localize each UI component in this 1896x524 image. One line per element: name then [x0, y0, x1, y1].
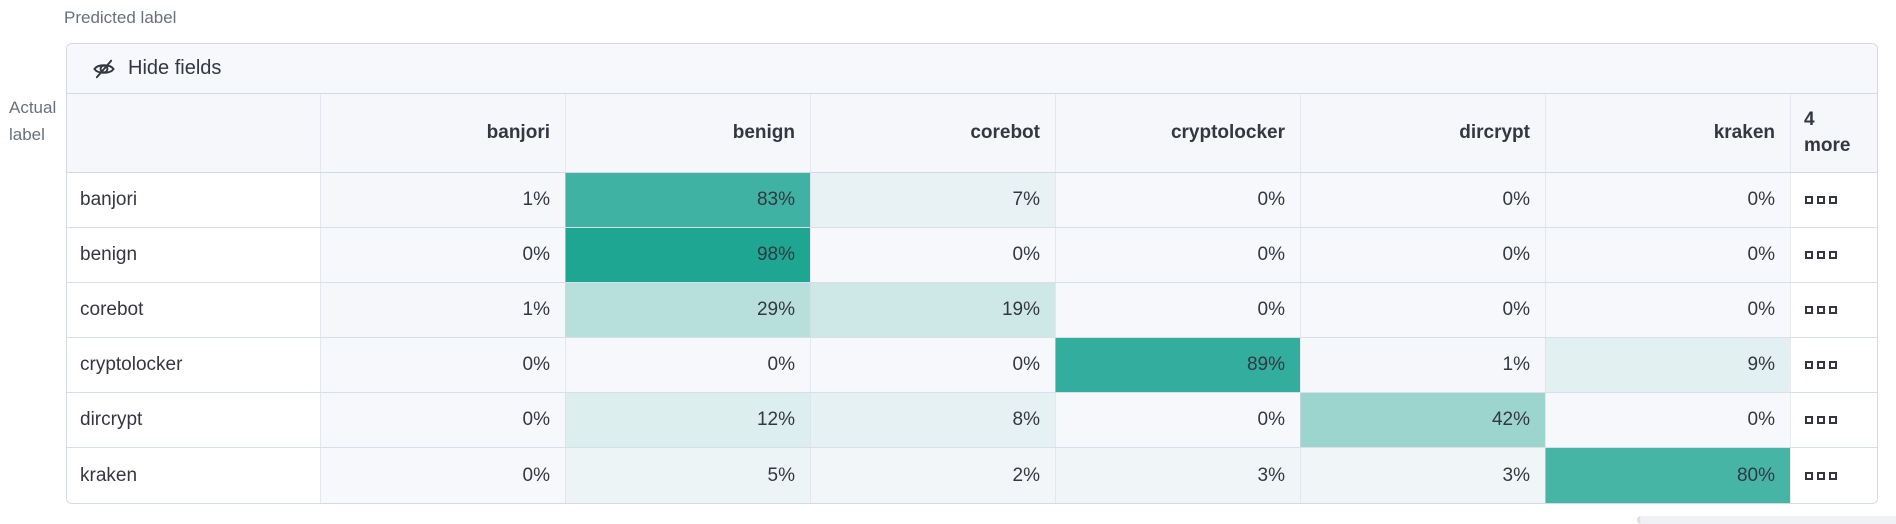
boxes-horizontal-icon: [1817, 251, 1825, 259]
matrix-row-banjori: banjori 1% 83% 7% 0% 0% 0%: [67, 173, 1877, 228]
boxes-horizontal-icon: [1805, 416, 1813, 424]
more-cell-kraken[interactable]: [1790, 448, 1877, 503]
more-cell-corebot[interactable]: [1790, 283, 1877, 337]
matrix-corner-cell: [67, 94, 320, 172]
cell-dircrypt-cryptolocker[interactable]: 0%: [1055, 393, 1300, 447]
cell-cryptolocker-banjori[interactable]: 0%: [320, 338, 565, 392]
confusion-matrix-grid: Hide fields banjori benign corebot cryptolo…: [66, 43, 1878, 504]
matrix-row-benign: benign 0% 98% 0% 0% 0% 0%: [67, 228, 1877, 283]
row-label-benign[interactable]: benign: [67, 228, 320, 282]
boxes-horizontal-icon: [1817, 361, 1825, 369]
row-label-dircrypt[interactable]: dircrypt: [67, 393, 320, 447]
matrix-row-kraken: kraken 0% 5% 2% 3% 3% 80%: [67, 448, 1877, 503]
boxes-horizontal-icon: [1817, 416, 1825, 424]
cell-corebot-corebot[interactable]: 19%: [810, 283, 1055, 337]
cell-dircrypt-benign[interactable]: 12%: [565, 393, 810, 447]
matrix-header-row: banjori benign corebot cryptolocker dircrypt…: [67, 94, 1877, 173]
cell-kraken-cryptolocker[interactable]: 3%: [1055, 448, 1300, 503]
cell-benign-cryptolocker[interactable]: 0%: [1055, 228, 1300, 282]
cell-cryptolocker-kraken[interactable]: 9%: [1545, 338, 1790, 392]
cell-benign-benign[interactable]: 98%: [565, 228, 810, 282]
cell-dircrypt-banjori[interactable]: 0%: [320, 393, 565, 447]
cell-cryptolocker-dircrypt[interactable]: 1%: [1300, 338, 1545, 392]
cell-corebot-kraken[interactable]: 0%: [1545, 283, 1790, 337]
cell-corebot-benign[interactable]: 29%: [565, 283, 810, 337]
more-cell-cryptolocker[interactable]: [1790, 338, 1877, 392]
column-header-corebot[interactable]: corebot: [810, 94, 1055, 172]
column-header-dircrypt[interactable]: dircrypt: [1300, 94, 1545, 172]
cell-banjori-banjori[interactable]: 1%: [320, 173, 565, 227]
row-label-banjori[interactable]: banjori: [67, 173, 320, 227]
cell-kraken-dircrypt[interactable]: 3%: [1300, 448, 1545, 503]
cell-cryptolocker-benign[interactable]: 0%: [565, 338, 810, 392]
cell-cryptolocker-cryptolocker[interactable]: 89%: [1055, 338, 1300, 392]
more-columns-count: 4: [1804, 109, 1815, 130]
boxes-horizontal-icon: [1829, 471, 1837, 480]
boxes-horizontal-icon: [1817, 306, 1825, 314]
row-label-cryptolocker[interactable]: cryptolocker: [67, 338, 320, 392]
cell-banjori-benign[interactable]: 83%: [565, 173, 810, 227]
matrix-body: banjori 1% 83% 7% 0% 0% 0% benign 0% 98% 0% 0% 0% 0% c…: [67, 173, 1877, 503]
cell-dircrypt-corebot[interactable]: 8%: [810, 393, 1055, 447]
cell-cryptolocker-corebot[interactable]: 0%: [810, 338, 1055, 392]
cell-banjori-cryptolocker[interactable]: 0%: [1055, 173, 1300, 227]
horizontal-scrollbar[interactable]: [1637, 516, 1896, 524]
matrix-row-corebot: corebot 1% 29% 19% 0% 0% 0%: [67, 283, 1877, 338]
cell-kraken-corebot[interactable]: 2%: [810, 448, 1055, 503]
column-header-kraken[interactable]: kraken: [1545, 94, 1790, 172]
row-label-kraken[interactable]: kraken: [67, 448, 320, 503]
matrix-row-cryptolocker: cryptolocker 0% 0% 0% 89% 1% 9%: [67, 338, 1877, 393]
cell-corebot-banjori[interactable]: 1%: [320, 283, 565, 337]
actual-label-axis-title: Actual label: [9, 94, 56, 148]
boxes-horizontal-icon: [1805, 471, 1813, 480]
eye-closed-icon: [93, 59, 115, 78]
cell-benign-kraken[interactable]: 0%: [1545, 228, 1790, 282]
cell-kraken-benign[interactable]: 5%: [565, 448, 810, 503]
boxes-horizontal-icon: [1829, 196, 1837, 204]
boxes-horizontal-icon: [1817, 196, 1825, 204]
boxes-horizontal-icon: [1829, 361, 1837, 369]
more-cell-dircrypt[interactable]: [1790, 393, 1877, 447]
actual-label-line2: label: [9, 125, 45, 144]
cell-dircrypt-kraken[interactable]: 0%: [1545, 393, 1790, 447]
more-columns-header[interactable]: 4 more: [1790, 94, 1877, 172]
boxes-horizontal-icon: [1829, 306, 1837, 314]
column-header-cryptolocker[interactable]: cryptolocker: [1055, 94, 1300, 172]
row-label-corebot[interactable]: corebot: [67, 283, 320, 337]
cell-benign-corebot[interactable]: 0%: [810, 228, 1055, 282]
predicted-label-axis-title: Predicted label: [64, 8, 177, 27]
cell-banjori-kraken[interactable]: 0%: [1545, 173, 1790, 227]
boxes-horizontal-icon: [1805, 306, 1813, 314]
actual-label-line1: Actual: [9, 98, 57, 117]
hide-fields-label: Hide fields: [128, 57, 222, 79]
boxes-horizontal-icon: [1805, 196, 1813, 204]
boxes-horizontal-icon: [1805, 251, 1813, 259]
more-columns-word: more: [1804, 135, 1851, 156]
cell-dircrypt-dircrypt[interactable]: 42%: [1300, 393, 1545, 447]
cell-kraken-banjori[interactable]: 0%: [320, 448, 565, 503]
matrix-row-dircrypt: dircrypt 0% 12% 8% 0% 42% 0%: [67, 393, 1877, 448]
cell-banjori-corebot[interactable]: 7%: [810, 173, 1055, 227]
more-cell-benign[interactable]: [1790, 228, 1877, 282]
boxes-horizontal-icon: [1829, 251, 1837, 259]
cell-corebot-cryptolocker[interactable]: 0%: [1055, 283, 1300, 337]
column-header-benign[interactable]: benign: [565, 94, 810, 172]
boxes-horizontal-icon: [1817, 471, 1825, 480]
hide-fields-button[interactable]: Hide fields: [67, 44, 1877, 94]
cell-benign-dircrypt[interactable]: 0%: [1300, 228, 1545, 282]
column-header-banjori[interactable]: banjori: [320, 94, 565, 172]
cell-benign-banjori[interactable]: 0%: [320, 228, 565, 282]
cell-kraken-kraken[interactable]: 80%: [1545, 448, 1790, 503]
cell-banjori-dircrypt[interactable]: 0%: [1300, 173, 1545, 227]
boxes-horizontal-icon: [1805, 361, 1813, 369]
cell-corebot-dircrypt[interactable]: 0%: [1300, 283, 1545, 337]
more-cell-banjori[interactable]: [1790, 173, 1877, 227]
boxes-horizontal-icon: [1829, 416, 1837, 424]
